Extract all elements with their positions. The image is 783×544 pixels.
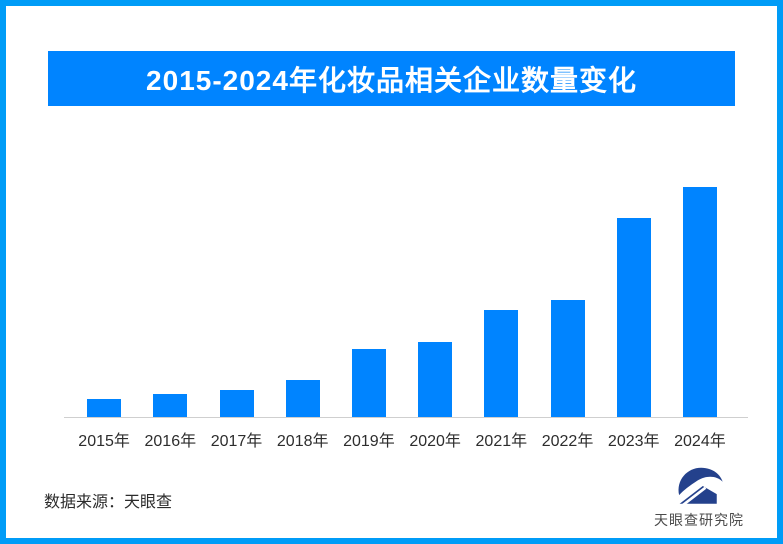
bar-slot (336, 187, 402, 417)
bar-slot (402, 187, 468, 417)
x-axis-line (64, 417, 748, 418)
bar-2018年 (285, 380, 320, 417)
x-tick-label: 2024年 (674, 433, 726, 450)
bar-slot (667, 187, 733, 417)
chart-title: 2015-2024年化妆品相关企业数量变化 (146, 64, 637, 96)
bar-2019年 (351, 349, 386, 417)
bar-2016年 (153, 394, 188, 417)
x-tick-label: 2018年 (276, 433, 329, 450)
bar-slot (468, 187, 534, 417)
x-tick-label: 2015年 (78, 433, 130, 450)
bar-2022年 (550, 300, 585, 417)
bar-slot (270, 187, 336, 417)
bar-2021年 (484, 310, 519, 417)
chart-title-banner: 2015-2024年化妆品相关企业数量变化 (48, 51, 735, 106)
bar-2017年 (219, 390, 254, 417)
tianyancha-eye-icon (678, 467, 723, 507)
brand-logo-text: 天眼查研究院 (654, 512, 744, 528)
bar-slot (601, 187, 667, 417)
x-tick-label: 2023年 (607, 433, 660, 450)
x-tick-label: 2016年 (144, 433, 197, 450)
x-tick-label: 2019年 (343, 433, 395, 450)
bar-slot (534, 187, 600, 417)
bar-2015年 (87, 399, 122, 417)
bar-slot (71, 187, 137, 417)
bar-slot (137, 187, 203, 417)
x-tick-label: 2021年 (475, 433, 528, 450)
x-tick-label: 2020年 (409, 433, 461, 450)
bar-slot (203, 187, 269, 417)
bar-2023年 (616, 218, 651, 417)
x-tick-label: 2017年 (210, 433, 263, 450)
data-source-label: 数据来源：天眼查 (44, 494, 173, 511)
brand-logo: 天眼查研究院 (639, 464, 759, 530)
bar-2020年 (418, 342, 453, 417)
bar-chart (71, 187, 733, 417)
x-axis-labels: 2015年 2016年 2017年 2018年 2019年 2020年 2021年 2022年… (71, 427, 733, 451)
x-tick-label: 2022年 (541, 433, 594, 450)
bar-2024年 (682, 187, 717, 417)
